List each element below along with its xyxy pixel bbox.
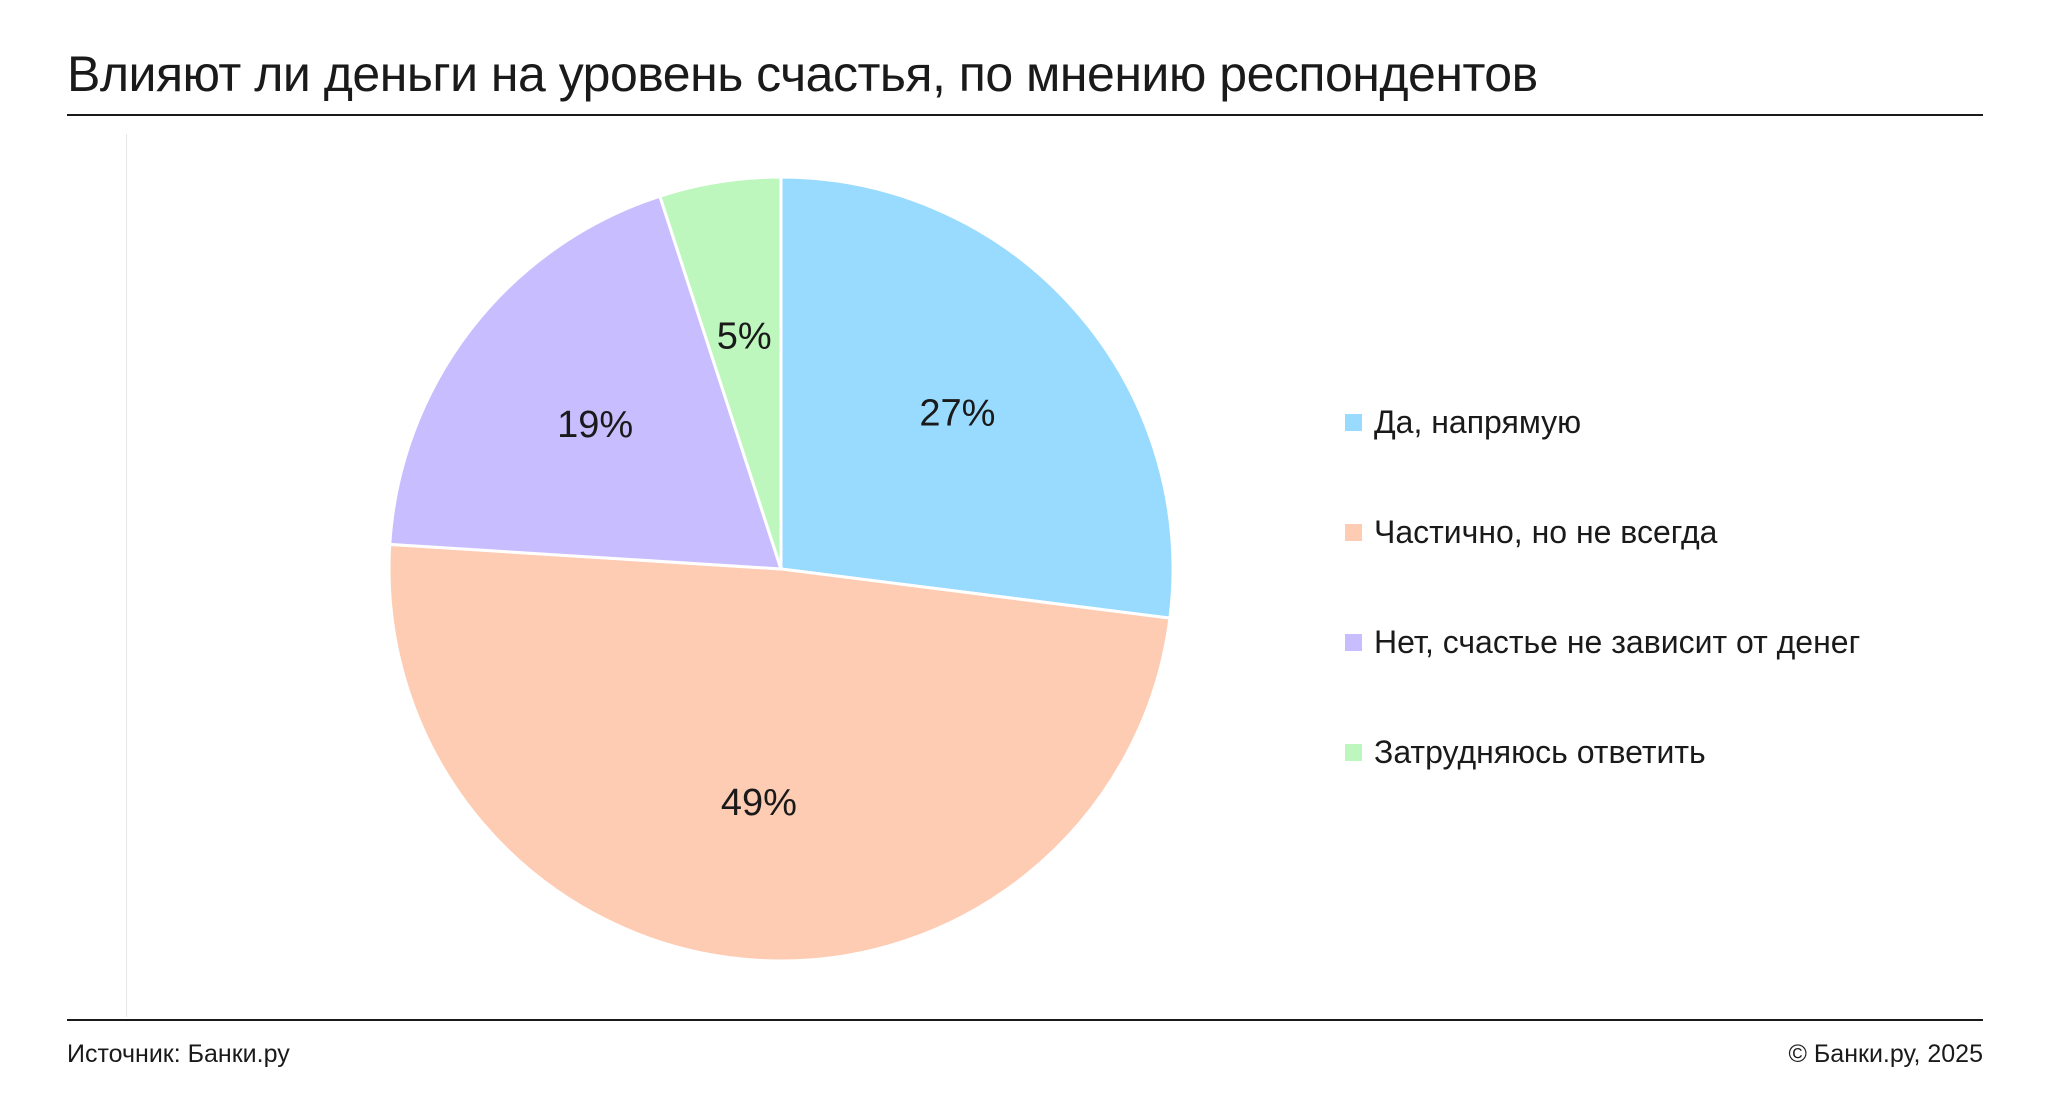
pie-slice-value-label: 49% [721,782,797,824]
legend-label: Частично, но не всегда [1374,514,1718,550]
pie-slices [387,175,1175,963]
pie-slice-value-label: 19% [557,404,633,446]
footer-rule [67,1019,1983,1021]
legend-label: Нет, счастье не зависит от денег [1374,624,1861,660]
title-rule [67,114,1983,116]
legend-swatch [1345,523,1362,541]
pie-slice [387,542,1172,963]
chart-title: Влияют ли деньги на уровень счастья, по … [67,46,1538,102]
pie-value-labels: 27% 49% 19% 5% [557,316,995,824]
pie-slice [388,194,783,571]
legend-swatch [1345,743,1362,761]
legend-item: Частично, но не всегда [1345,510,1717,554]
footer-copyright: © Банки.ру, 2025 [1788,1040,1983,1068]
footer-source: Источник: Банки.ру [67,1040,290,1068]
left-guide-line [126,134,127,1017]
legend-label: Да, напрямую [1374,404,1582,440]
legend-item: Затрудняюсь ответить [1345,730,1706,774]
legend-label: Затрудняюсь ответить [1374,734,1706,770]
legend-swatch [1345,413,1362,431]
pie-slice-value-label: 5% [717,316,772,358]
legend-item: Нет, счастье не зависит от денег [1345,620,1860,664]
pie-slice-value-label: 27% [919,392,995,434]
pie-slice [779,175,1175,620]
pie-slice [658,175,783,571]
legend-item: Да, напрямую [1345,400,1581,444]
legend-swatch [1345,633,1362,651]
